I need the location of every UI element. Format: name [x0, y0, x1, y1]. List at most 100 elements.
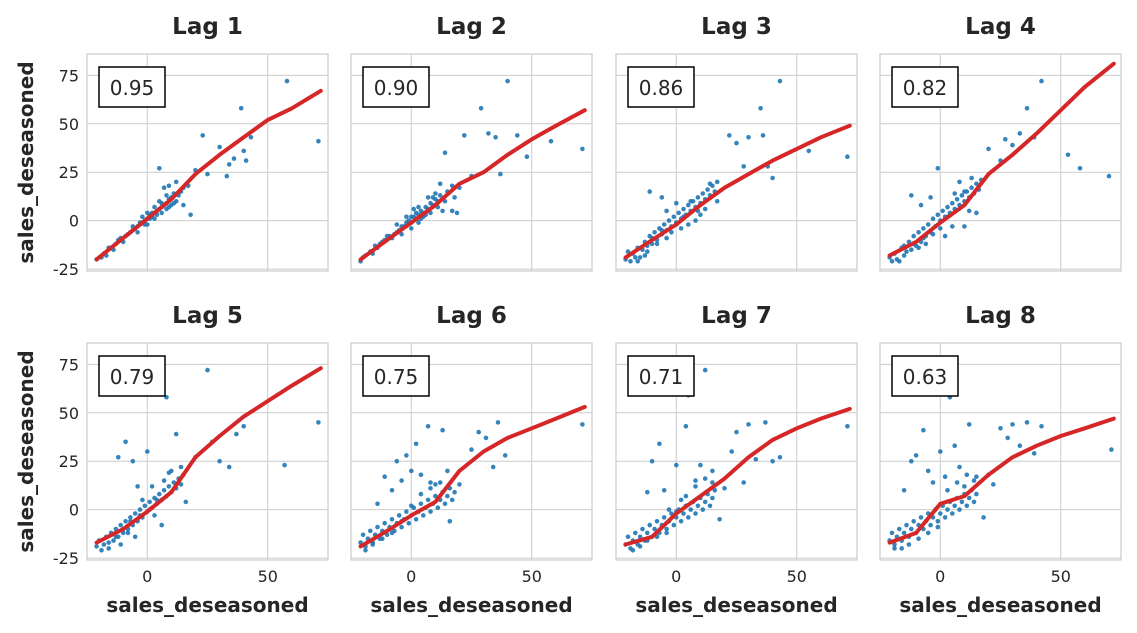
data-point — [363, 548, 368, 553]
panel-title: Lag 1 — [172, 14, 243, 40]
data-point — [901, 253, 907, 258]
data-point — [942, 474, 948, 480]
fit-line — [887, 416, 1116, 545]
data-point — [442, 150, 448, 156]
correlation-value: 0.82 — [903, 76, 948, 100]
x-axis-label: sales_deseasoned — [106, 593, 308, 617]
data-point — [640, 526, 645, 532]
data-point — [399, 231, 404, 237]
data-point — [918, 202, 924, 208]
data-point — [149, 484, 155, 489]
x-tick-label: 50 — [1051, 567, 1071, 586]
data-point — [135, 230, 140, 235]
data-point — [123, 519, 128, 524]
data-point — [433, 482, 438, 487]
data-point — [909, 247, 914, 252]
correlation-box — [627, 355, 695, 397]
data-point — [628, 259, 633, 264]
correlation-value: 0.79 — [110, 365, 155, 389]
correlation-box — [891, 66, 959, 108]
data-point — [681, 206, 686, 212]
data-point — [698, 462, 703, 468]
correlation-box — [362, 355, 430, 397]
y-tick-label: 0 — [69, 212, 79, 231]
correlation-box — [98, 355, 166, 397]
data-point — [116, 455, 121, 460]
data-point — [664, 235, 669, 241]
data-point — [746, 422, 751, 427]
data-point — [901, 488, 907, 493]
data-point — [642, 253, 648, 258]
data-point — [664, 530, 669, 536]
data-point — [449, 208, 455, 214]
data-point — [498, 171, 503, 177]
x-tick-label: 50 — [787, 567, 807, 586]
fit-line — [358, 404, 587, 549]
data-point — [952, 191, 957, 196]
data-point — [152, 216, 157, 221]
fit-line — [358, 108, 587, 262]
data-point — [702, 499, 708, 505]
data-point — [1017, 131, 1023, 136]
data-point — [935, 166, 941, 171]
data-point — [700, 507, 706, 512]
data-point — [132, 534, 138, 540]
data-point — [440, 208, 445, 214]
data-point — [645, 249, 650, 254]
data-point — [130, 458, 136, 464]
data-point — [445, 493, 450, 499]
data-point — [659, 195, 665, 200]
panel-title: Lag 4 — [965, 14, 1036, 40]
data-point — [161, 478, 167, 483]
data-point — [645, 530, 650, 536]
data-point — [950, 200, 955, 206]
data-point — [935, 212, 941, 218]
data-point — [630, 548, 636, 553]
data-point — [686, 202, 691, 208]
data-point — [580, 146, 585, 152]
data-point — [284, 78, 290, 84]
data-point — [717, 517, 722, 522]
lag-panel: 0.75 Lag 6 0 50 sales_deseasoned — [350, 303, 593, 617]
data-point — [140, 214, 145, 220]
data-point — [674, 462, 679, 468]
data-point — [671, 522, 677, 528]
data-point — [688, 507, 693, 512]
data-point — [693, 218, 698, 223]
data-point — [166, 183, 172, 189]
data-point — [145, 449, 150, 454]
data-point — [445, 468, 450, 474]
data-point — [1065, 152, 1071, 158]
data-point — [763, 420, 768, 425]
data-point — [1077, 166, 1083, 171]
data-point — [118, 522, 123, 528]
data-point — [1017, 443, 1023, 449]
data-point — [664, 526, 669, 532]
correlation-box — [891, 355, 959, 397]
data-point — [991, 482, 996, 487]
data-point — [462, 133, 467, 138]
data-point — [686, 515, 691, 520]
data-point — [981, 515, 986, 520]
data-point — [449, 497, 455, 503]
data-point — [493, 135, 498, 140]
data-point — [188, 212, 193, 218]
data-point — [889, 259, 895, 264]
data-point — [695, 195, 701, 200]
data-point — [921, 427, 926, 433]
data-point — [1005, 435, 1010, 441]
y-axis-label: sales_deseasoned — [14, 61, 38, 263]
data-point — [678, 226, 684, 231]
data-point — [437, 193, 443, 198]
data-point — [901, 530, 907, 536]
data-point — [688, 199, 693, 204]
data-point — [916, 536, 921, 541]
data-point — [159, 522, 164, 528]
correlation-value: 0.75 — [374, 365, 419, 389]
panel-title: Lag 5 — [172, 303, 243, 329]
data-point — [940, 208, 945, 214]
data-point — [698, 212, 703, 218]
lag-panel: 0.71 Lag 7 0 50 sales_deseasoned — [615, 303, 858, 617]
data-point — [950, 224, 955, 229]
data-point — [101, 542, 107, 547]
